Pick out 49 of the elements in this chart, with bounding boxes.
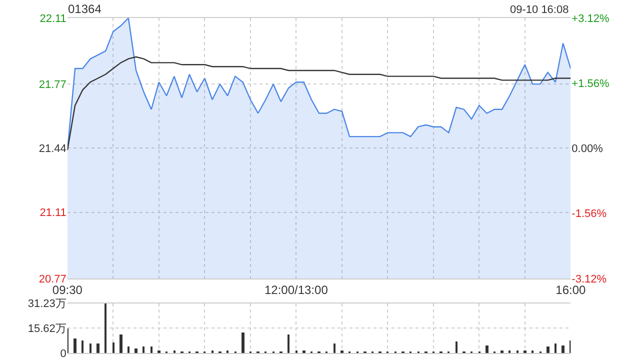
y2-tick-label: +1.56%	[572, 78, 610, 90]
text: 09-10 16:08	[510, 4, 569, 16]
bar	[455, 341, 458, 353]
bar	[516, 350, 518, 353]
y-tick-label: 31.23万	[28, 298, 66, 310]
bar	[173, 350, 176, 353]
bar	[302, 350, 306, 353]
y-tick-label: 0	[60, 348, 66, 360]
bar	[157, 350, 160, 353]
bar	[81, 340, 84, 353]
y-tick-label: 21.77	[38, 78, 66, 91]
bar	[89, 343, 92, 353]
bar	[241, 332, 244, 353]
x-tick-label: 09:30	[52, 282, 83, 297]
x-tick-label: 12:00/13:00	[264, 282, 328, 297]
bar	[546, 346, 550, 353]
bar	[485, 345, 488, 353]
bar	[508, 350, 510, 353]
bar	[104, 303, 106, 353]
bar	[134, 348, 138, 353]
bar	[119, 334, 122, 353]
bar	[554, 343, 556, 353]
y-tick-label: 20.77	[38, 273, 66, 286]
bar	[500, 350, 504, 353]
bar	[142, 346, 144, 353]
bar	[73, 338, 76, 353]
x-tick-label: 16:00	[556, 282, 586, 297]
bar	[531, 350, 534, 353]
y-tick-label: 21.11	[40, 207, 66, 220]
bar	[561, 345, 564, 353]
y2-tick-label: +3.12%	[572, 12, 610, 25]
bar	[226, 350, 228, 353]
line-series	[67, 56, 571, 151]
bar	[287, 334, 290, 353]
bar	[295, 350, 298, 353]
bar	[211, 350, 214, 353]
y-tick-label: 15.62万	[28, 322, 66, 335]
bar	[112, 342, 114, 353]
y2-tick-label: 0.00%	[572, 143, 604, 156]
bar	[150, 346, 152, 353]
bar	[333, 343, 336, 353]
bar	[340, 350, 344, 353]
chart-title: 01364	[68, 2, 102, 16]
y-tick-label: 22.11	[40, 12, 66, 25]
y-tick-label: 21.44	[38, 143, 66, 156]
y2-tick-label: -3.12%	[572, 273, 607, 286]
bar	[96, 343, 100, 353]
bar	[523, 350, 526, 353]
y2-tick-label: -1.56%	[572, 208, 607, 220]
